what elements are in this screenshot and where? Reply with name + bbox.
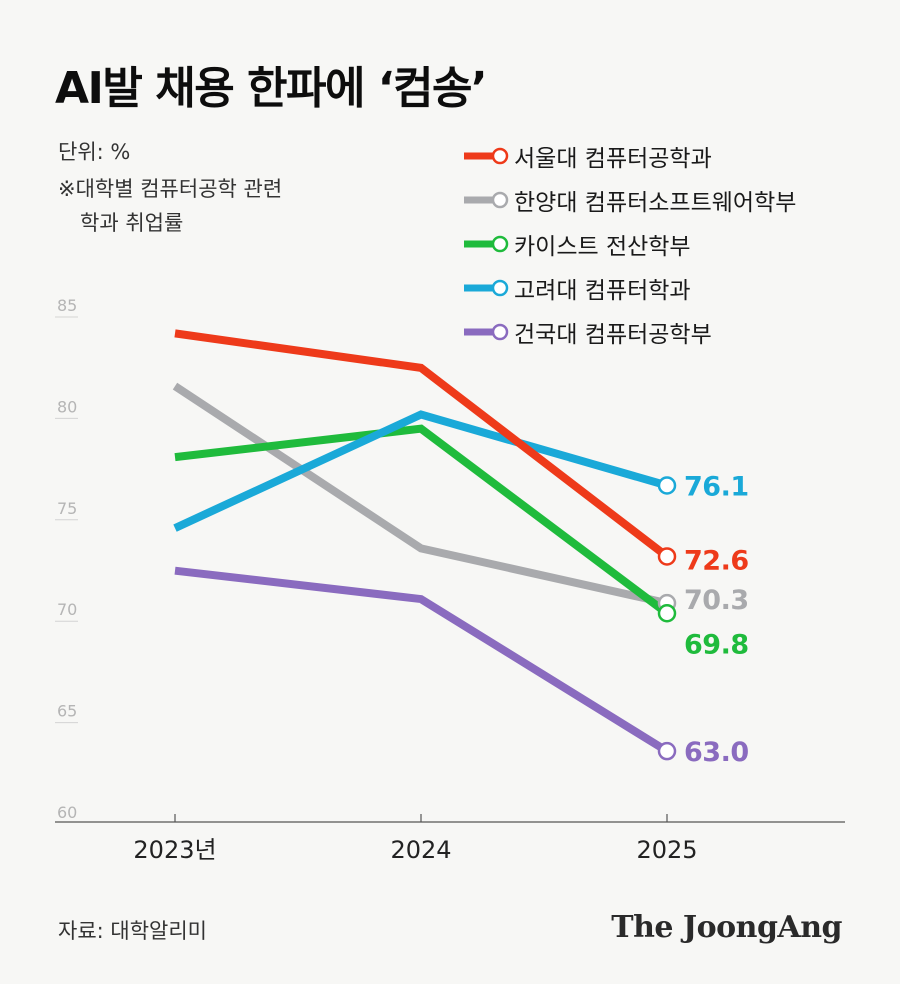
legend-label: 서울대 컴퓨터공학과 [514,146,712,172]
legend-label: 한양대 컴퓨터소프트웨어학부 [514,190,797,216]
y-tick-label: 75 [57,499,77,518]
legend-swatch [464,235,509,253]
brand-logo: The JoongAng [611,910,842,945]
note-line-1: ※대학별 컴퓨터공학 관련 [58,177,283,201]
legend-swatch [464,279,509,297]
series-line [172,382,668,608]
chart-title: AI발 채용 한파에 ‘컴송’ [55,63,488,114]
legend-item: 카이스트 전산학부 [462,222,796,266]
series-line [174,329,670,560]
end-point-marker [657,476,677,495]
legend-item: 고려대 컴퓨터학과 [462,266,796,310]
unit-label: 단위: % [58,140,131,164]
end-point-marker [657,604,677,623]
legend-label: 카이스트 전산학부 [514,234,691,260]
end-value-label: 70.3 [684,585,749,616]
x-tick-label: 2025 [636,836,697,864]
legend-label: 고려대 컴퓨터학과 [514,278,691,304]
end-value-label: 63.0 [684,737,749,768]
x-tick-label: 2023년 [133,836,216,864]
series-line [174,424,670,617]
legend-item: 건국대 컴퓨터공학부 [462,310,796,354]
series-line [173,410,669,532]
y-tick-label: 70 [57,600,77,619]
y-tick-label: 65 [57,702,77,721]
legend-swatch [464,323,509,341]
chart-note: ※대학별 컴퓨터공학 관련 학과 취업률 [58,172,388,240]
series-line [174,566,670,755]
x-tick-label: 2024 [390,836,451,864]
y-tick-label: 80 [57,397,77,416]
y-tick-label: 60 [57,803,77,822]
note-line-2: 학과 취업률 [80,211,184,235]
end-value-label: 69.8 [684,629,749,660]
end-value-label: 72.6 [684,545,749,576]
legend-item: 서울대 컴퓨터공학과 [462,134,796,178]
legend-label: 건국대 컴퓨터공학부 [514,322,712,348]
legend-item: 한양대 컴퓨터소프트웨어학부 [462,178,796,222]
end-point-marker [657,741,677,761]
legend-swatch [464,191,509,209]
y-tick-label: 85 [57,296,77,315]
legend-swatch [464,147,509,165]
end-point-marker [657,547,677,566]
source-label: 자료: 대학알리미 [58,919,207,943]
end-value-label: 76.1 [684,471,749,502]
